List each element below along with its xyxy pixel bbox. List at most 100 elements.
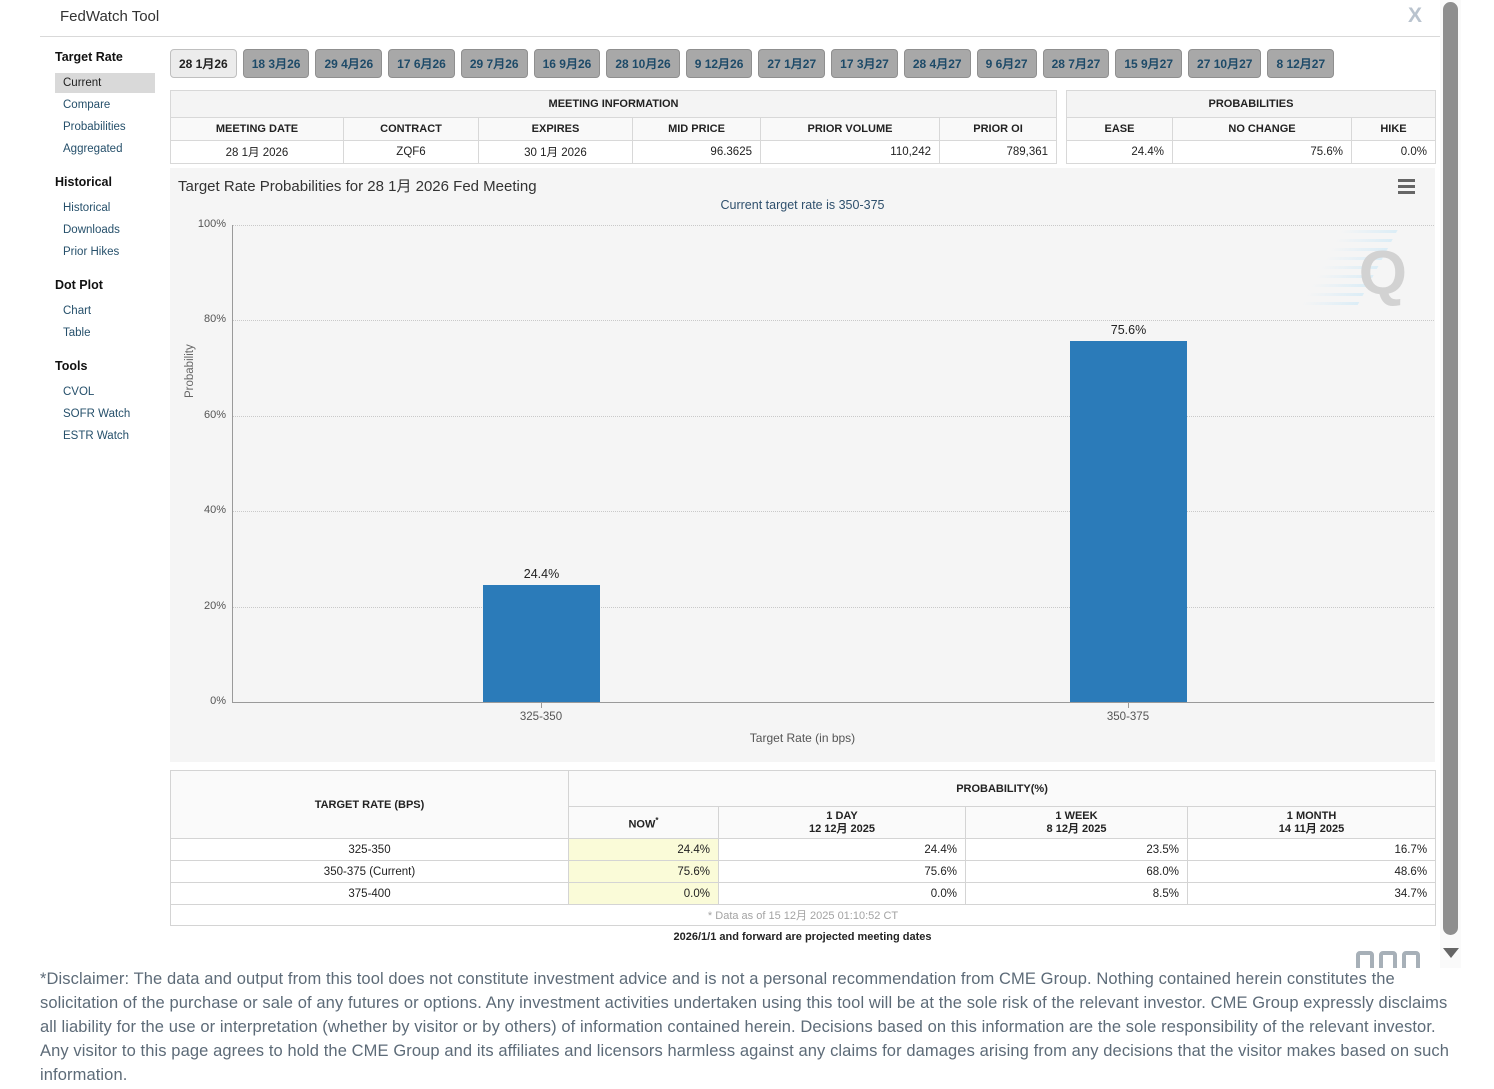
- contract-value: ZQF6: [343, 140, 479, 164]
- meeting-date-tab[interactable]: 9 6月27: [976, 49, 1037, 78]
- meeting-date-tab[interactable]: 17 3月27: [831, 49, 898, 78]
- data-as-of-footnote: * Data as of 15 12月 2025 01:10:52 CT: [169, 904, 1437, 926]
- meeting-date-tab[interactable]: 27 1月27: [758, 49, 826, 78]
- cropped-logo: [1356, 951, 1436, 968]
- no-change-value: 75.6%: [1172, 140, 1352, 164]
- col-hike: HIKE: [1351, 117, 1436, 141]
- sidebar-item-compare[interactable]: Compare: [63, 99, 111, 111]
- quikstrike-watermark-logo: Q: [1300, 230, 1407, 310]
- col-now: NOW*: [568, 806, 719, 839]
- mid-price-value: 96.3625: [632, 140, 761, 164]
- col-target-rate-bps: TARGET RATE (BPS): [170, 770, 569, 839]
- col-mid-price: MID PRICE: [632, 117, 761, 141]
- month-cell: 34.7%: [1186, 882, 1437, 905]
- hike-value: 0.0%: [1351, 140, 1436, 164]
- week-cell: 8.5%: [965, 882, 1188, 905]
- chart-subtitle: Current target rate is 350-375: [720, 198, 885, 212]
- week-cell: 23.5%: [965, 838, 1188, 861]
- rate-cell: 325-350: [170, 838, 569, 861]
- y-tick-label: 100%: [197, 218, 226, 230]
- close-icon[interactable]: X: [1408, 4, 1424, 27]
- week-cell: 68.0%: [965, 860, 1188, 883]
- sidebar-heading-dot-plot: Dot Plot: [55, 278, 103, 292]
- sidebar-item-estr-watch[interactable]: ESTR Watch: [63, 430, 130, 442]
- col-ease: EASE: [1066, 117, 1173, 141]
- chart-title: Target Rate Probabilities for 28 1月 2026…: [178, 178, 537, 195]
- sidebar-item-chart[interactable]: Chart: [63, 305, 92, 317]
- y-tick-label: 60%: [203, 408, 226, 421]
- probability-history-table: TARGET RATE (BPS) PROBABILITY(%) NOW* 1 …: [169, 770, 1437, 926]
- meeting-date-tab[interactable]: 29 4月26: [315, 49, 383, 78]
- page-title: FedWatch Tool: [60, 8, 160, 25]
- col-prior-volume: PRIOR VOLUME: [760, 117, 940, 141]
- prior-oi-value: 789,361: [938, 140, 1058, 164]
- sidebar-item-prior-hikes[interactable]: Prior Hikes: [63, 246, 120, 258]
- scrollbar-thumb[interactable]: [1443, 2, 1458, 935]
- bar-value-label: 75.6%: [1110, 323, 1147, 337]
- col-meeting-date: MEETING DATE: [170, 117, 344, 141]
- rate-cell: 375-400: [170, 882, 569, 905]
- day-cell: 75.6%: [718, 860, 966, 883]
- chart-menu-icon[interactable]: [1398, 179, 1415, 197]
- meeting-date-tab[interactable]: 9 12月26: [685, 49, 753, 78]
- sidebar-item-historical[interactable]: Historical: [63, 202, 111, 214]
- col-1-week: 1 WEEK 8 12月 2025: [965, 806, 1188, 839]
- sidebar-item-cvol[interactable]: CVOL: [63, 386, 95, 398]
- header-divider: [40, 36, 1461, 37]
- sidebar-item-current[interactable]: Current: [55, 73, 155, 93]
- sidebar-heading-tools: Tools: [55, 359, 88, 373]
- x-tick-mark: [541, 702, 542, 708]
- table-row: 325-350 24.4% 24.4% 23.5% 16.7%: [170, 838, 1437, 861]
- bar-group-325-350: 24.4%: [483, 567, 600, 702]
- x-tick-label: 325-350: [519, 711, 563, 723]
- meeting-date-tab[interactable]: 17 6月26: [388, 49, 455, 78]
- y-tick-label: 20%: [203, 599, 226, 612]
- y-tick-label: 40%: [203, 504, 226, 517]
- prior-volume-value: 110,242: [760, 140, 940, 164]
- month-cell: 16.7%: [1186, 838, 1437, 861]
- scroll-down-arrow-icon[interactable]: [1443, 948, 1459, 958]
- meeting-date-tab[interactable]: 16 9月26: [533, 49, 601, 78]
- meeting-date-tab[interactable]: 28 7月27: [1042, 49, 1110, 78]
- meeting-date-tab[interactable]: 8 12月27: [1267, 49, 1335, 78]
- now-cell: 75.6%: [568, 860, 719, 883]
- y-axis-title: Probability: [184, 344, 196, 398]
- meeting-date-tab[interactable]: 28 1月26: [170, 49, 237, 78]
- now-cell: 24.4%: [568, 838, 719, 861]
- col-expires: EXPIRES: [478, 117, 633, 141]
- chart-plot-area: 100% 80% 60% 40% 20% 0% 24.4% 75.6% 325-…: [198, 218, 1434, 723]
- bar-325-350[interactable]: [483, 585, 600, 702]
- gridline: [233, 606, 1434, 608]
- sidebar-item-probabilities[interactable]: Probabilities: [63, 121, 126, 133]
- sidebar-item-sofr-watch[interactable]: SOFR Watch: [63, 408, 131, 420]
- bar-350-375[interactable]: [1070, 341, 1187, 702]
- meeting-date-value: 28 1月 2026: [170, 140, 344, 164]
- meeting-date-tab[interactable]: 28 10月26: [606, 49, 680, 78]
- sidebar-item-aggregated[interactable]: Aggregated: [63, 143, 123, 155]
- probabilities-table: PROBABILITIES EASE NO CHANGE HIKE 24.4% …: [1066, 90, 1436, 164]
- rate-cell: 350-375 (Current): [170, 860, 569, 883]
- col-contract: CONTRACT: [343, 117, 479, 141]
- col-1-day: 1 DAY 12 12月 2025: [718, 806, 966, 839]
- meeting-date-tab[interactable]: 28 4月27: [903, 49, 971, 78]
- watermark-q-letter: Q: [1358, 239, 1407, 308]
- meeting-date-tab[interactable]: 18 3月26: [242, 49, 310, 78]
- x-tick-mark: [1128, 702, 1129, 708]
- sidebar-heading-target-rate: Target Rate: [55, 50, 123, 64]
- gridline: [233, 320, 1434, 322]
- meeting-date-tab[interactable]: 29 7月26: [460, 49, 528, 78]
- meeting-date-tabs: 28 1月26 18 3月26 29 4月26 17 6月26 29 7月26 …: [170, 49, 1335, 78]
- table-row: 350-375 (Current) 75.6% 75.6% 68.0% 48.6…: [170, 860, 1437, 883]
- bar-group-350-375: 75.6%: [1070, 323, 1187, 702]
- projected-dates-note: 2026/1/1 and forward are projected meeti…: [673, 931, 932, 943]
- meeting-date-tab[interactable]: 27 10月27: [1188, 49, 1262, 78]
- gridline: [233, 225, 1434, 226]
- probability-chart-panel: Target Rate Probabilities for 28 1月 2026…: [170, 168, 1435, 762]
- sidebar-item-downloads[interactable]: Downloads: [63, 224, 120, 236]
- probabilities-title: PROBABILITIES: [1066, 90, 1436, 118]
- sidebar-item-table[interactable]: Table: [63, 327, 91, 339]
- month-cell: 48.6%: [1186, 860, 1437, 883]
- disclaimer-text: *Disclaimer: The data and output from th…: [40, 970, 1450, 1084]
- y-tick-label: 0%: [210, 695, 226, 707]
- meeting-date-tab[interactable]: 15 9月27: [1115, 49, 1183, 78]
